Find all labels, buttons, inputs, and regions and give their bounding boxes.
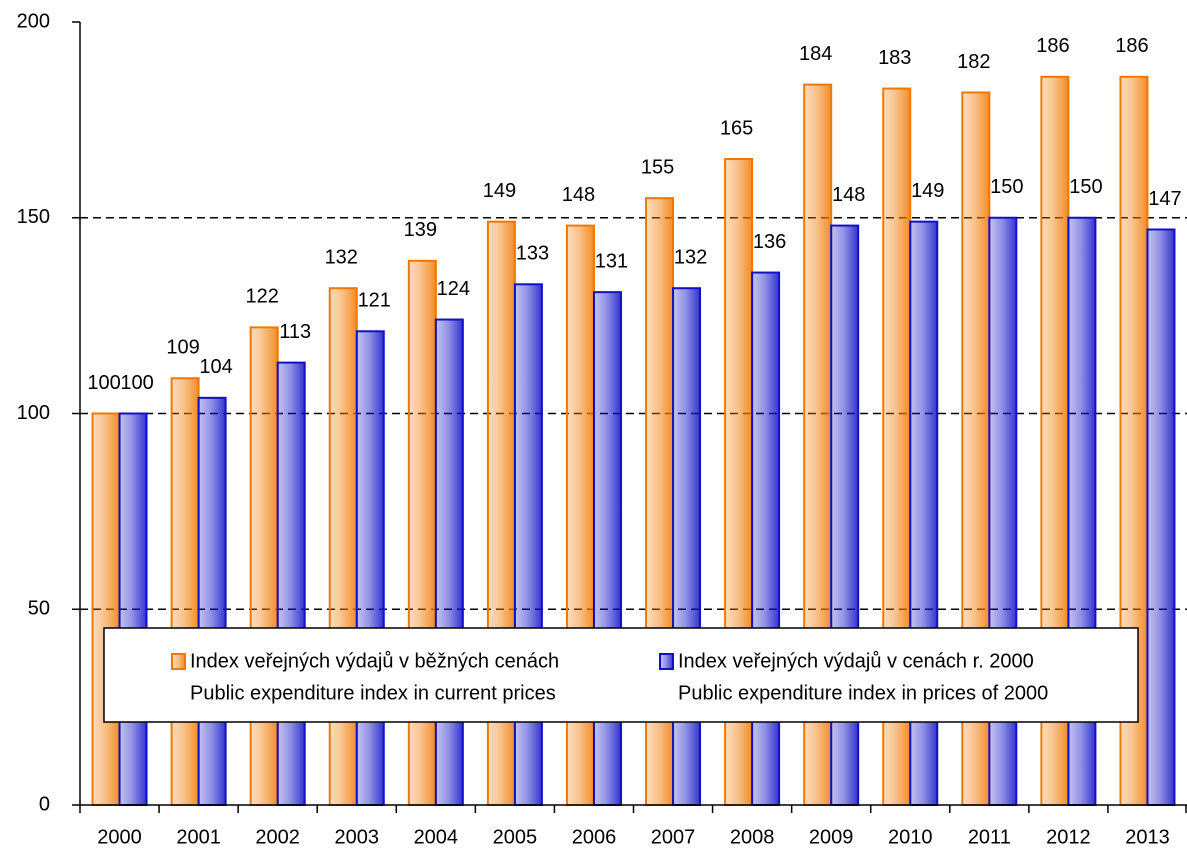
legend-box (103, 627, 1139, 723)
value-label: 186 (1115, 35, 1148, 57)
x-tick-label: 2002 (255, 826, 300, 848)
y-tick-label: 150 (17, 206, 50, 228)
value-label: 100 (120, 372, 153, 394)
value-label: 104 (199, 356, 232, 378)
bar (91, 412, 121, 806)
x-tick-label: 2013 (1125, 826, 1170, 848)
value-label: 113 (279, 321, 311, 343)
bar (434, 318, 464, 806)
x-tick-label: 2006 (572, 826, 617, 848)
bar (276, 361, 306, 806)
value-label: 165 (720, 117, 753, 139)
value-label: 133 (516, 243, 549, 265)
value-label: 150 (990, 176, 1023, 198)
bar (249, 326, 279, 806)
value-label: 121 (358, 290, 391, 312)
value-label: 149 (483, 180, 516, 202)
value-label: 184 (799, 43, 832, 65)
legend-label: Index veřejných výdajů v běžných cenách (190, 650, 559, 672)
x-tick-label: 2009 (809, 826, 854, 848)
bar (513, 283, 543, 806)
x-tick-label: 2010 (888, 826, 933, 848)
value-label: 149 (911, 180, 944, 202)
x-tick-label: 2008 (730, 826, 775, 848)
legend-swatch (659, 653, 674, 670)
x-tick-label: 2000 (97, 826, 142, 848)
y-tick-label: 200 (17, 10, 50, 32)
value-label: 148 (562, 184, 595, 206)
value-label: 148 (832, 184, 865, 206)
x-tick-label: 2012 (1046, 826, 1091, 848)
bar (328, 287, 358, 807)
value-label: 155 (641, 156, 674, 178)
value-label: 139 (404, 219, 437, 241)
value-label: 183 (878, 47, 911, 69)
value-label: 182 (957, 51, 990, 73)
value-label: 100 (87, 372, 120, 394)
x-tick-label: 2011 (968, 826, 1011, 848)
value-label: 147 (1148, 188, 1181, 210)
legend-label: Public expenditure index in current pric… (190, 682, 556, 704)
x-tick-label: 2003 (335, 826, 380, 848)
value-label: 132 (674, 247, 707, 269)
legend-label: Public expenditure index in prices of 20… (678, 682, 1048, 704)
y-tick-label: 0 (39, 793, 50, 815)
bar (355, 330, 385, 806)
bar (672, 287, 702, 807)
value-label: 109 (166, 337, 199, 359)
bar (118, 412, 148, 806)
value-label: 122 (245, 286, 278, 308)
x-tick-label: 2004 (414, 826, 459, 848)
value-label: 132 (325, 247, 358, 269)
bar (1146, 228, 1176, 806)
bar (197, 396, 227, 806)
y-tick-label: 100 (17, 402, 50, 424)
x-tick-label: 2005 (493, 826, 538, 848)
value-label: 131 (595, 250, 628, 272)
bar (407, 259, 437, 806)
x-tick-label: 2007 (651, 826, 696, 848)
value-label: 124 (437, 278, 470, 300)
x-tick-label: 2001 (176, 826, 221, 848)
bar (170, 377, 200, 806)
value-label: 136 (753, 231, 786, 253)
legend-label: Index veřejných výdajů v cenách r. 2000 (678, 650, 1034, 672)
value-label: 150 (1069, 176, 1102, 198)
legend-swatch (171, 653, 186, 670)
y-tick-label: 50 (28, 598, 50, 620)
bar (592, 291, 622, 806)
value-label: 186 (1036, 35, 1069, 57)
bar (751, 271, 781, 806)
